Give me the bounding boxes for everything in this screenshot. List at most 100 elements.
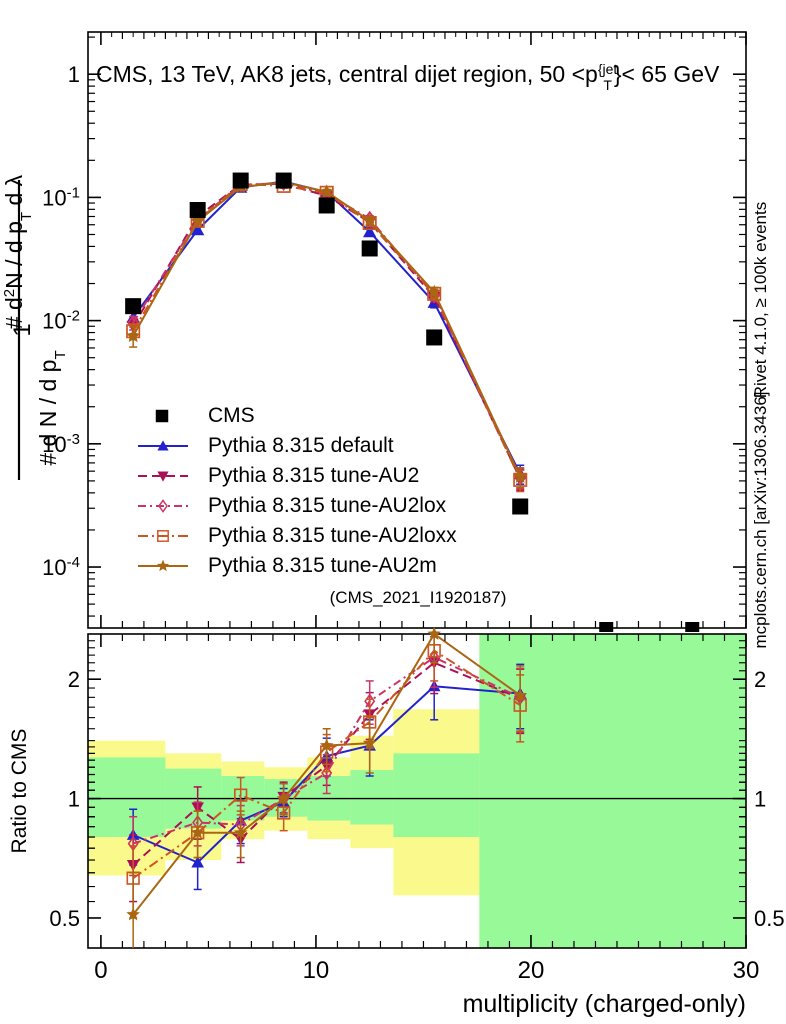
marker-star [319,738,334,752]
marker-square [189,202,206,219]
ratio-series-line [132,632,521,916]
marker-star [156,559,170,572]
num-lam: d λ [1,174,27,212]
y-axis-label-denominator: # d N / d pT [35,350,69,465]
marker-square [275,172,292,189]
den-sub-T: T [52,350,69,359]
marker-triangle-down [157,471,169,482]
band-clip-left [0,634,88,948]
x-axis-label: multiplicity (charged-only) [463,990,746,1018]
marker-star [426,284,442,299]
main-x-axis-ticks [100,32,747,628]
legend-label: Pythia 8.315 tune-AU2lox [208,494,447,517]
marker-star [276,791,291,805]
legend: CMS Pythia 8.315 default Pythia 8.315 tune… [138,404,457,577]
ratio-panel-frame [87,633,747,949]
y-tick-label: 10-3 [42,430,80,457]
main-y-axis-ticks: 110-110-210-310-4 [42,36,746,617]
marker-diamond [158,499,168,513]
ratio-uncertainty-bands [88,634,746,948]
marker-star [190,825,205,839]
plot-title-superscript: {jet [598,61,618,77]
analysis-watermark: (CMS_2021_I1920187) [330,588,507,607]
legend-item[interactable]: Pythia 8.315 tune-AU2 [138,464,419,487]
marker-star [126,907,141,921]
y-tick-label: 10-4 [42,554,80,581]
plot-title-subscript: T [603,77,612,93]
den-hash: # d N / d p [35,360,61,466]
y-tick-exponent: -4 [67,554,80,571]
side-label-rivet: Rivet 4.1.0, ≥ 100k events [751,202,770,398]
ratio-data-series [126,626,528,948]
y-tick-label: 1 [68,62,80,87]
marker-star [319,184,334,198]
x-tick-label: 20 [518,957,545,984]
marker-square [426,329,443,346]
ratio-tick-label-left: 0.5 [49,906,80,931]
main-panel-frame [87,31,747,629]
marker-star [233,825,248,839]
y-tick-label: 10-1 [42,184,80,211]
ratio-y-axis-ticks: 2 2 1 1 0.5 0.5 [49,640,785,931]
band-1sigma [479,634,746,948]
cms-data-points [125,172,529,515]
marker-diamond [428,287,441,304]
y-tick-mantissa: 10 [42,309,66,334]
marker-star [190,213,205,228]
marker-square [318,197,335,214]
plot-title-prefix: CMS, 13 TeV, AK8 jets, central dijet reg… [96,61,598,87]
y-tick-exponent: -2 [67,307,80,324]
legend-item[interactable]: Pythia 8.315 default [138,434,394,457]
legend-item[interactable]: Pythia 8.315 tune-AU2loxx [138,524,457,547]
marker-star [513,688,528,702]
y-tick-exponent: -1 [67,184,80,201]
marker-open-square [234,788,248,802]
ratio-x-axis-ticks: 0 10 20 30 [94,634,759,984]
marker-star [427,626,442,640]
marker-triangle-up [191,223,205,236]
marker-square [512,498,529,515]
legend-item[interactable]: Pythia 8.315 tune-AU2lox [138,494,447,517]
ratio-tick-label-right: 1 [754,787,766,812]
marker-square [232,172,249,189]
num-sq: 2 [1,289,18,297]
marker-open-square [157,530,169,542]
plot-title-suffix: }< 65 GeV [614,61,720,87]
ratio-series-line [132,656,521,845]
ratio-tick-label-right: 2 [754,667,766,692]
ratio-series-line [132,685,521,864]
ratio-axis-label: Ratio to CMS [8,729,31,854]
ratio-series-line [132,649,521,879]
x-tick-label: 0 [94,957,107,984]
marker-star [362,735,377,749]
num-n: N / d p [1,221,27,289]
ratio-tick-label-right: 0.5 [754,906,785,931]
legend-item[interactable]: Pythia 8.315 tune-AU2m [138,554,437,577]
x-tick-label: 30 [733,957,760,984]
marker-star [125,328,141,343]
band-1sigma [393,753,480,838]
legend-item[interactable]: CMS [155,404,255,427]
marker-star [362,213,377,228]
overflow-square [599,622,614,632]
plot-title: CMS, 13 TeV, AK8 jets, central dijet reg… [96,61,720,93]
marker-square [155,409,169,423]
ratio-tick-label-left: 1 [68,787,80,812]
main-y-axis-label: 1# d2N / d pT d λ# d N / d pT [1,174,69,480]
marker-triangle-up [363,225,377,238]
ratio-overflow-markers [599,622,700,632]
y-axis-label-numerator: # d2N / d pT d λ [1,174,35,329]
y-tick-mantissa: 10 [42,432,66,457]
band-clip-bottom [0,948,786,1024]
y-tick-mantissa: 10 [42,185,66,210]
marker-triangle-up [157,440,169,451]
legend-label: Pythia 8.315 default [208,434,394,457]
marker-triangle-up [191,856,204,868]
y-tick-mantissa: 10 [42,555,66,580]
marker-star [512,469,528,483]
y-tick-label: 10-2 [42,307,80,334]
legend-label: Pythia 8.315 tune-AU2 [208,464,419,487]
ratio-tick-label-left: 2 [68,667,80,692]
